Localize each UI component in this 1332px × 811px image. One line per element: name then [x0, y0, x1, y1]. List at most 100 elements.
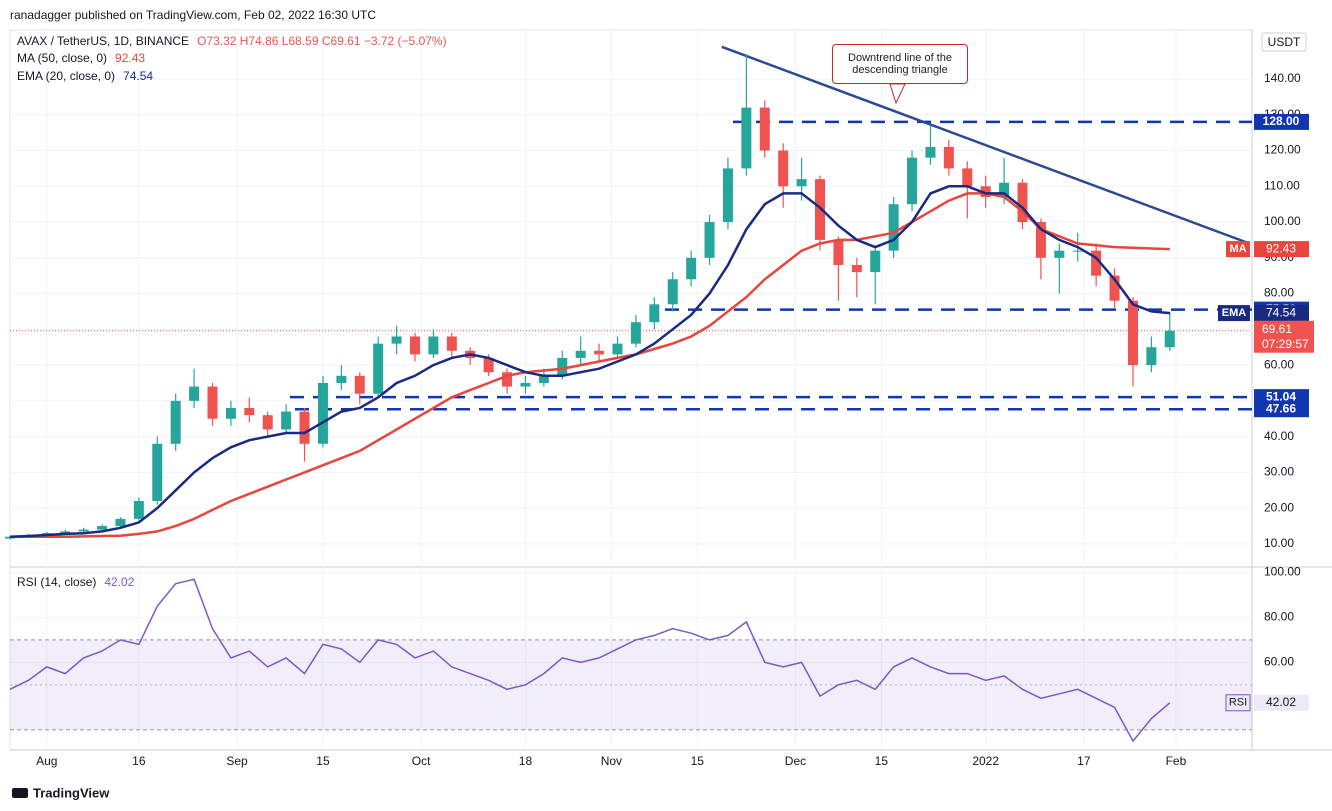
candle-body — [630, 322, 641, 344]
candle-body — [999, 182, 1010, 198]
value-box — [1254, 694, 1309, 711]
series-last-value: 42.02 — [1266, 695, 1296, 709]
series-tag: RSI — [1229, 697, 1247, 709]
candle-body — [170, 400, 181, 444]
candle-body — [833, 239, 844, 265]
x-tick-label: 15 — [875, 754, 889, 768]
series-tag: EMA — [1222, 307, 1247, 319]
candle-body — [649, 304, 660, 323]
candle-body — [1146, 347, 1157, 366]
candle-body — [1054, 250, 1065, 258]
y-tick-label: 20.00 — [1264, 500, 1294, 514]
x-tick-label: Nov — [601, 754, 622, 768]
last-price-label: 69.61 — [1262, 322, 1292, 336]
candle-body — [612, 343, 623, 355]
series-last-value: 92.43 — [1266, 241, 1296, 255]
x-tick-label: 17 — [1077, 754, 1091, 768]
candle-body — [925, 146, 936, 158]
candle-body — [704, 222, 715, 258]
trendline — [721, 45, 1250, 245]
legend-value: 92.43 — [115, 51, 145, 65]
y-tick-label: 40.00 — [1264, 429, 1294, 443]
level-label-box — [1254, 389, 1309, 406]
candle-body — [538, 375, 549, 383]
legend-name: RSI (14, close) — [17, 575, 96, 589]
candle-body — [60, 531, 71, 534]
logo — [12, 788, 28, 798]
candle-body — [483, 357, 494, 373]
countdown: 07:29:57 — [1262, 337, 1309, 351]
candle-body — [962, 168, 973, 187]
rsi-line — [9, 578, 1171, 743]
candle-body — [189, 386, 200, 401]
candle-body — [686, 257, 697, 280]
candle-body — [943, 146, 954, 169]
candle-body — [557, 357, 568, 376]
candle-body — [851, 264, 862, 273]
x-tick-label: 15 — [691, 754, 705, 768]
annotation-pointer — [889, 83, 906, 105]
value-box — [1254, 305, 1309, 322]
indicator-line — [9, 185, 1170, 538]
candle-body — [1164, 330, 1175, 348]
level-label-box — [1254, 401, 1309, 418]
legend-value: 74.54 — [123, 69, 153, 83]
candle-body — [980, 186, 991, 198]
candle-body — [373, 343, 384, 394]
x-tick-label: Sep — [226, 754, 248, 768]
currency-box — [1261, 32, 1307, 52]
y-tick-label: 140.00 — [1264, 71, 1301, 85]
y-tick-label: 80.00 — [1264, 286, 1294, 300]
y-tick-label: 60.00 — [1264, 357, 1294, 371]
y-tick-label: 100.00 — [1264, 214, 1301, 228]
level-label: 51.04 — [1266, 389, 1296, 403]
x-tick-label: 16 — [132, 754, 146, 768]
candle-body — [281, 411, 292, 430]
price-box — [1254, 320, 1314, 353]
candle-body — [446, 336, 457, 351]
candle-body — [667, 279, 678, 305]
candle-body — [815, 179, 825, 240]
candle-body — [1035, 222, 1046, 258]
currency: USDT — [1268, 35, 1301, 49]
x-tick-label: Aug — [36, 754, 57, 768]
x-tick-label: 2022 — [972, 754, 999, 768]
candle-body — [115, 518, 126, 527]
candle-body — [1127, 300, 1138, 366]
candle-body — [225, 408, 236, 419]
candle-body — [391, 336, 402, 344]
level-label: 47.66 — [1266, 401, 1296, 415]
series-last-value: 74.54 — [1266, 305, 1296, 319]
candle-body — [1109, 275, 1120, 301]
y-tick-label: 80.00 — [1264, 610, 1294, 624]
level-label-box — [1254, 113, 1309, 130]
candle-body — [410, 336, 420, 355]
candle-body — [133, 500, 144, 519]
level-label: 128.00 — [1263, 114, 1300, 128]
candle-body — [428, 336, 439, 355]
candle-body — [207, 386, 218, 419]
candle-body — [796, 179, 807, 187]
y-tick-label: 100.00 — [1264, 565, 1301, 579]
x-tick-label: Feb — [1166, 754, 1187, 768]
series-tag: MA — [1229, 243, 1246, 255]
publisher: ranadagger published on TradingView.com,… — [10, 8, 377, 22]
candle-body — [502, 372, 513, 387]
candle-body — [888, 204, 899, 251]
candle-body — [759, 107, 770, 151]
symbol: AVAX / TetherUS, 1D, BINANCE — [17, 34, 189, 48]
candle-body — [520, 382, 531, 387]
x-tick-label: 18 — [519, 754, 533, 768]
candle-body — [1017, 182, 1028, 223]
candle-body — [244, 408, 255, 416]
candle-body — [575, 350, 586, 358]
candle-body — [262, 415, 273, 430]
x-tick-label: Oct — [412, 754, 431, 768]
y-tick-label: 120.00 — [1264, 143, 1301, 157]
candle-body — [778, 150, 789, 187]
candle-body — [317, 382, 328, 444]
candle-body — [78, 529, 89, 532]
legend-value: 42.02 — [104, 575, 134, 589]
indicator-line — [10, 192, 1170, 538]
